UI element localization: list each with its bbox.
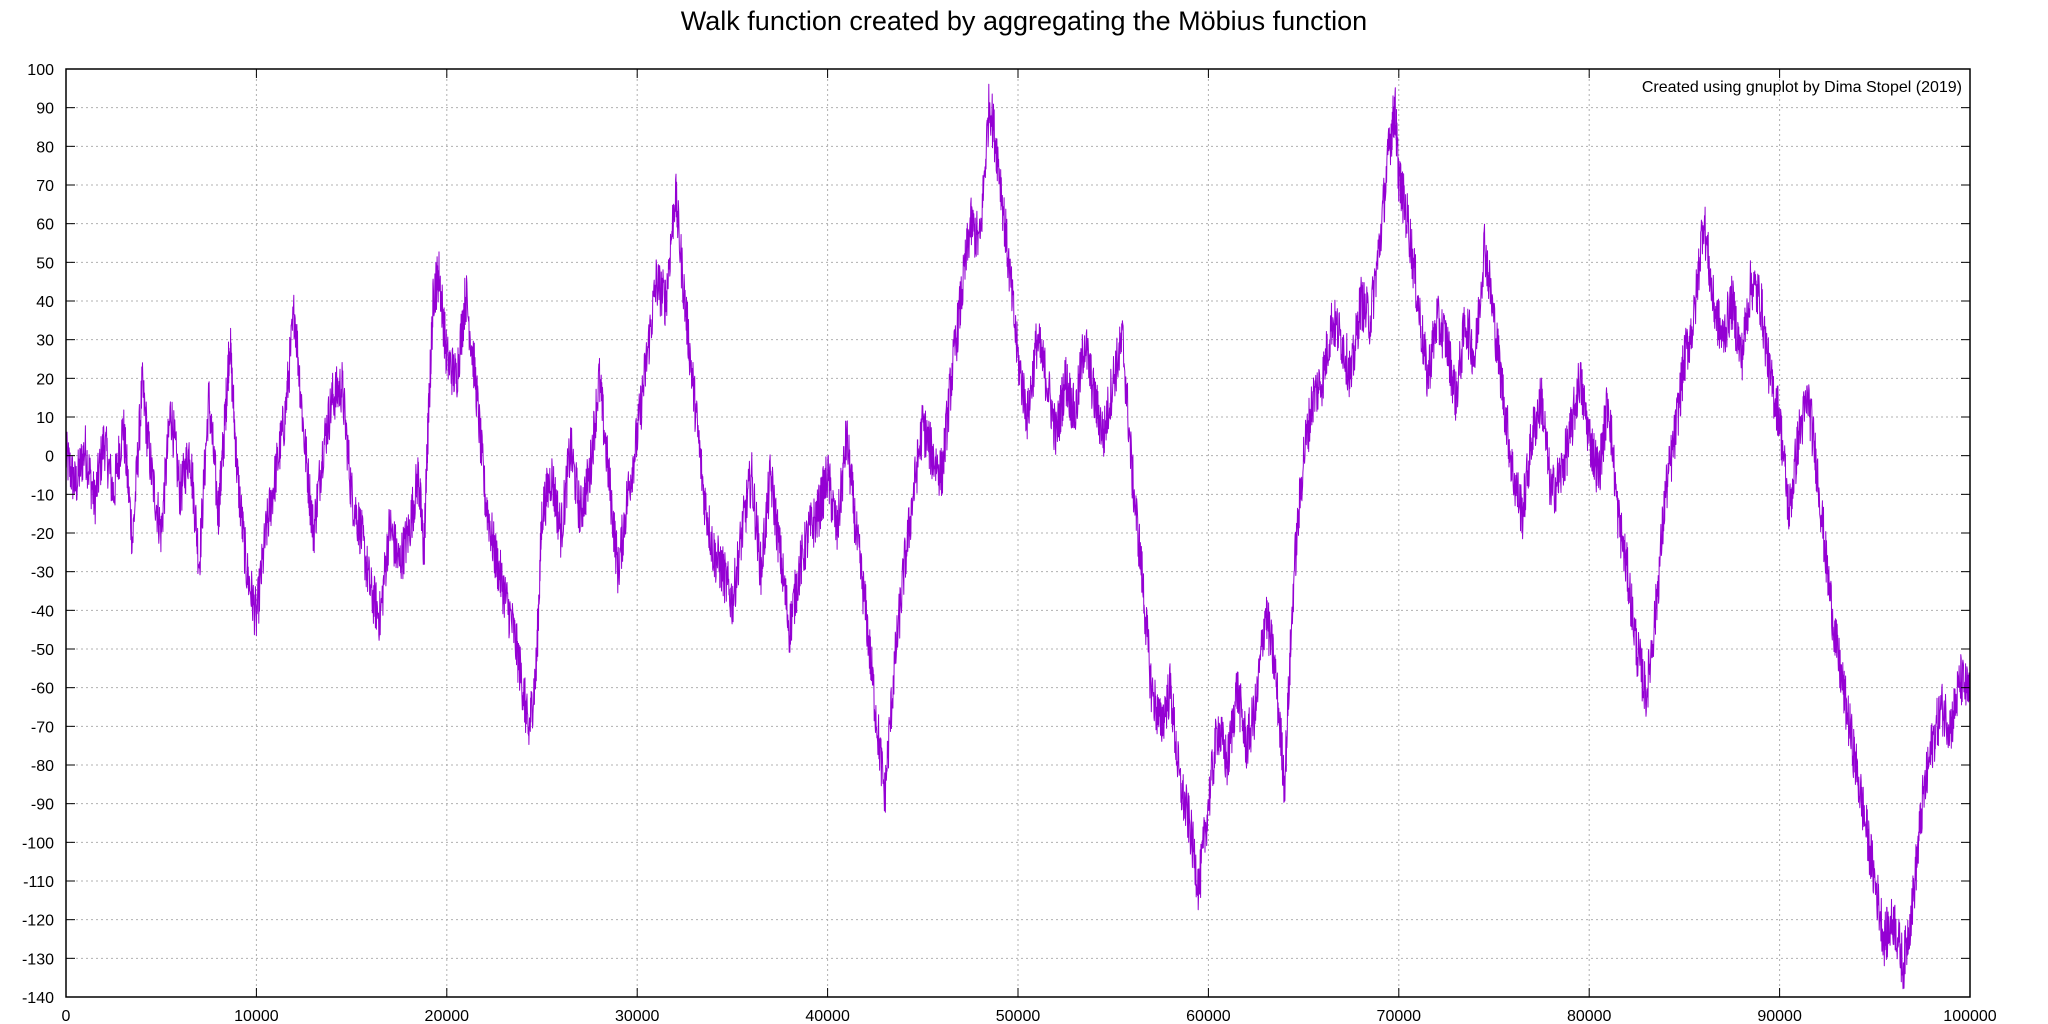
y-tick-label: 20	[36, 371, 54, 388]
x-tick-label: 0	[62, 1008, 71, 1024]
y-tick-label: 0	[45, 449, 54, 466]
y-tick-label: 10	[36, 410, 54, 427]
y-tick-label: -50	[31, 642, 54, 659]
axis-ticks: 1009080706050403020100-10-20-30-40-50-60…	[22, 62, 1997, 1024]
series-line	[65, 83, 1971, 990]
y-tick-label: 30	[36, 333, 54, 350]
x-tick-label: 30000	[615, 1008, 660, 1024]
x-tick-label: 10000	[234, 1008, 279, 1024]
x-tick-label: 40000	[805, 1008, 850, 1024]
x-tick-label: 20000	[425, 1008, 470, 1024]
y-tick-label: 40	[36, 294, 54, 311]
y-tick-label: -10	[31, 487, 54, 504]
y-tick-label: -60	[31, 681, 54, 698]
y-tick-label: -70	[31, 719, 54, 736]
plot-series	[65, 83, 1971, 990]
grid-lines	[66, 69, 1970, 997]
y-tick-label: 60	[36, 217, 54, 234]
x-tick-label: 80000	[1567, 1008, 1612, 1024]
y-tick-label: -30	[31, 565, 54, 582]
x-tick-label: 50000	[996, 1008, 1041, 1024]
y-tick-label: -90	[31, 797, 54, 814]
x-tick-label: 70000	[1377, 1008, 1422, 1024]
x-tick-label: 90000	[1757, 1008, 1802, 1024]
y-tick-label: -100	[22, 835, 54, 852]
y-tick-label: -120	[22, 913, 54, 930]
y-tick-label: 50	[36, 255, 54, 272]
chart-annotation: Created using gnuplot by Dima Stopel (20…	[1642, 79, 1962, 96]
y-tick-label: -110	[23, 874, 54, 891]
y-tick-label: -20	[31, 526, 54, 543]
y-tick-label: 80	[36, 139, 54, 156]
y-tick-label: -80	[31, 758, 54, 775]
x-tick-label: 60000	[1186, 1008, 1231, 1024]
y-tick-label: 70	[36, 178, 54, 195]
y-tick-label: 100	[27, 62, 54, 79]
y-tick-label: 90	[36, 101, 54, 118]
y-tick-label: -140	[22, 990, 54, 1007]
chart-title: Walk function created by aggregating the…	[680, 6, 1368, 36]
y-tick-label: -130	[22, 951, 54, 968]
x-tick-label: 100000	[1943, 1008, 1996, 1024]
y-tick-label: -40	[31, 603, 54, 620]
